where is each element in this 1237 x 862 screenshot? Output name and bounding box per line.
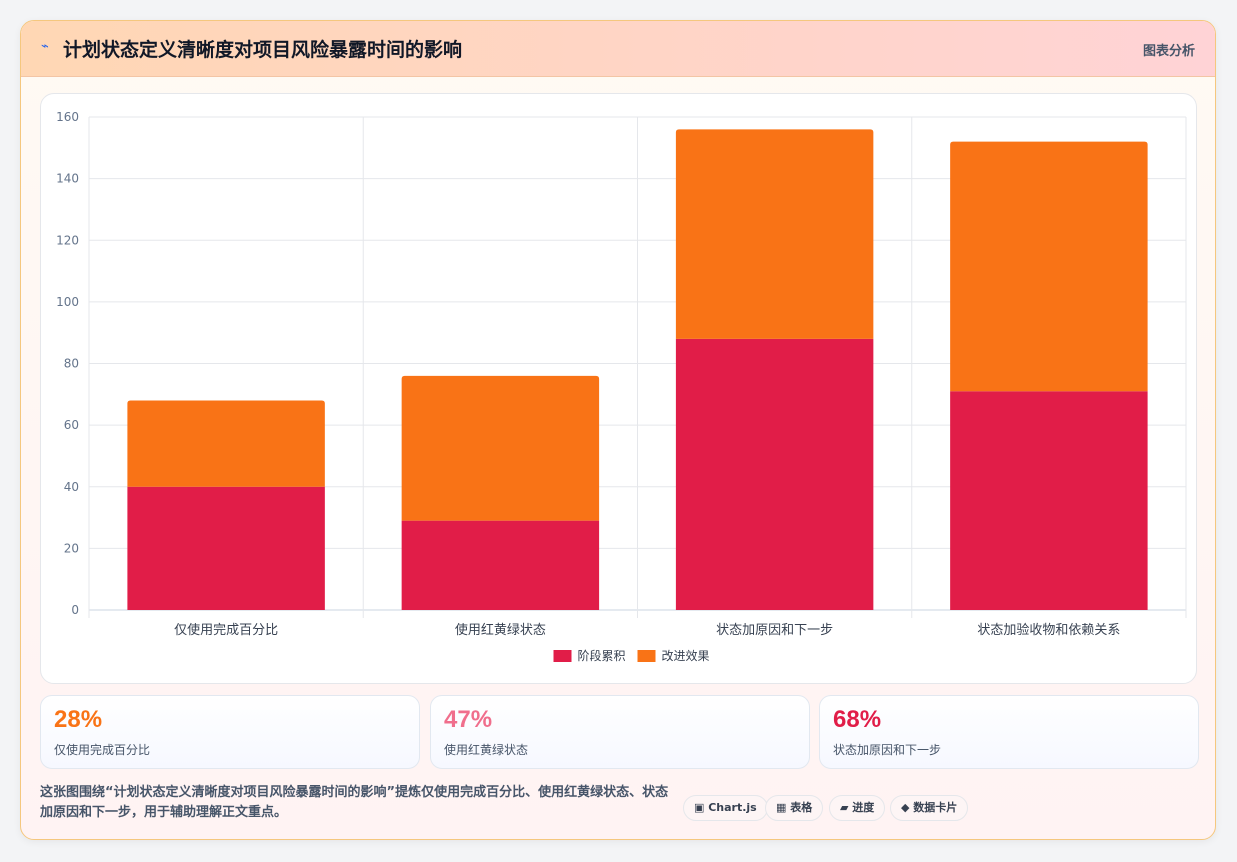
stat-card: 68% 状态加原因和下一步 (819, 695, 1199, 769)
lightning-icon: ⌁ (41, 39, 49, 54)
chart-card: ⌁ 计划状态定义清晰度对项目风险暴露时间的影响 图表分析 0 20 40 60 80 10… (20, 20, 1216, 840)
stat-value: 47% (444, 706, 493, 733)
bar-segment (127, 486, 325, 610)
bar-segment (950, 391, 1148, 610)
y-tick-label: 120 (56, 233, 79, 247)
chart-description: 这张图围绕“计划状态定义清晰度对项目风险暴露时间的影响”提炼仅使用完成百分比、使… (40, 785, 669, 820)
chip-data-card[interactable]: ◆ 数据卡片 (890, 795, 969, 821)
stat-label: 状态加原因和下一步 (833, 743, 942, 757)
stat-cards: 28% 仅使用完成百分比 47% 使用红黄绿状态 68% 状态加原因和下一步 (40, 695, 1199, 769)
y-tick-label: 40 (64, 480, 79, 494)
page-title: 计划状态定义清晰度对项目风险暴露时间的影响 (63, 39, 463, 61)
y-tick-label: 0 (71, 603, 79, 617)
bar-segment (950, 141, 1148, 392)
y-tick-label: 20 (64, 541, 79, 555)
chip-chart-js[interactable]: ▣ Chart.js (683, 795, 768, 821)
stat-label: 使用红黄绿状态 (444, 743, 529, 757)
legend-entry: 改进效果 (662, 648, 710, 663)
stat-value: 68% (833, 706, 882, 733)
x-tick-label: 仅使用完成百分比 (174, 622, 278, 638)
y-tick-label: 100 (56, 295, 79, 309)
bar-segment (401, 375, 600, 521)
chip-table[interactable]: ▦ 表格 (765, 795, 824, 821)
x-tick-label: 状态加验收物和依赖关系 (977, 622, 1120, 638)
y-tick-label: 140 (56, 172, 79, 186)
y-tick-label: 80 (64, 357, 79, 371)
bar-segment (675, 338, 874, 610)
bar-segment (401, 520, 600, 610)
bar-segment (127, 400, 325, 487)
card-header: ⌁ 计划状态定义清晰度对项目风险暴露时间的影响 图表分析 (21, 21, 1215, 77)
y-tick-label: 60 (64, 418, 79, 432)
y-tick-label: 160 (56, 110, 79, 124)
legend-swatch (553, 650, 572, 662)
x-tick-label: 使用红黄绿状态 (455, 622, 546, 638)
legend-entry: 阶段累积 (578, 648, 626, 663)
chip-progress[interactable]: ▰ 进度 (829, 795, 886, 821)
stacked-bar-chart: 0 20 40 60 80 100 120 140 160 仅使用完成百分比 使用红黄绿状态 状态加原… (56, 110, 1187, 663)
chart-analysis-tag: 图表分析 (1142, 44, 1195, 59)
chart-panel: 0 20 40 60 80 100 120 140 160 仅使用完成百分比 使用红黄绿状态 状态加原… (40, 93, 1197, 684)
legend-swatch (637, 650, 656, 662)
bar-segment (675, 129, 874, 339)
stat-label: 仅使用完成百分比 (54, 743, 151, 757)
x-tick-label: 状态加原因和下一步 (716, 623, 833, 638)
stat-card: 28% 仅使用完成百分比 (40, 695, 420, 769)
stat-card: 47% 使用红黄绿状态 (430, 695, 810, 769)
stat-value: 28% (54, 706, 103, 733)
